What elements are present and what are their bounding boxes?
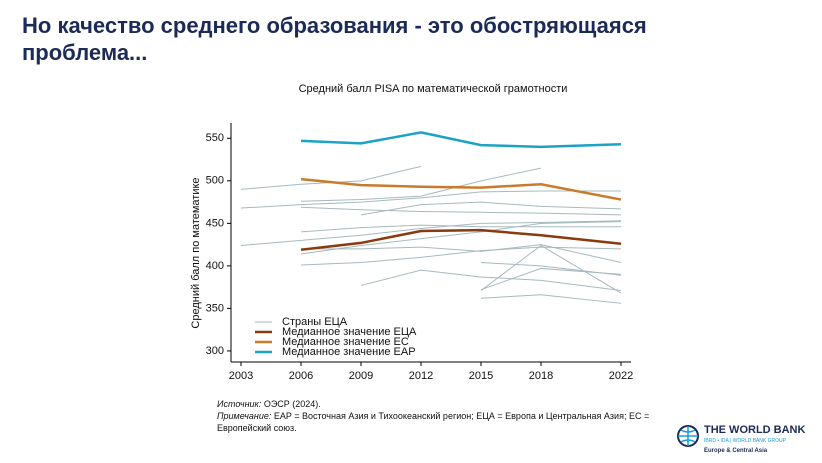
x-tick-label: 2015	[469, 370, 493, 382]
y-axis-label: Средний балл по математике	[190, 177, 202, 328]
y-tick-label: 450	[206, 217, 224, 229]
logo-region: Europe & Central Asia	[704, 448, 768, 454]
x-tick-label: 2003	[229, 370, 253, 382]
country-line	[480, 261, 622, 276]
country-line	[240, 220, 622, 246]
country-line	[480, 267, 622, 291]
source-label: Источник:	[217, 399, 262, 409]
logo-group: IBRD • IDA | WORLD BANK GROUP	[704, 438, 786, 444]
country-line	[360, 269, 622, 292]
y-tick-label: 400	[206, 260, 224, 272]
legend-label: Медианное значение EAP	[282, 346, 416, 358]
country-line	[300, 221, 622, 255]
x-tick-label: 2018	[529, 370, 553, 382]
legend-label: Медианное значение ЕС	[282, 336, 409, 348]
country-line	[480, 294, 622, 304]
x-tick-label: 2006	[289, 370, 313, 382]
country-line	[480, 244, 622, 294]
source-text: ОЭСР (2024).	[261, 399, 321, 409]
y-tick-label: 300	[206, 345, 224, 357]
median-line	[300, 228, 622, 251]
legend-label: Медианное значение ЕЦА	[282, 326, 417, 338]
median-line	[300, 177, 622, 201]
legend-label: Страны ЕЦА	[282, 316, 348, 328]
x-tick-label: 2022	[609, 370, 633, 382]
note-label: Примечание:	[217, 411, 272, 421]
y-tick-label: 550	[206, 132, 224, 144]
chart-title: Средний балл PISA по математической грам…	[299, 83, 568, 95]
note: Примечание: EAP = Восточная Азия и Тихоо…	[217, 410, 667, 434]
logo-name: THE WORLD BANK	[704, 424, 806, 436]
x-tick-label: 2009	[349, 370, 373, 382]
country-line	[301, 244, 622, 263]
logo-globe	[677, 425, 699, 447]
slide-title: Но качество среднего образования - это о…	[22, 13, 647, 65]
y-tick-label: 500	[206, 175, 224, 187]
country-line	[300, 224, 621, 233]
country-line	[360, 201, 622, 216]
country-line	[300, 206, 622, 216]
median-line	[300, 131, 622, 149]
x-tick-label: 2012	[409, 370, 433, 382]
y-tick-label: 350	[206, 302, 224, 314]
notes: Источник: ОЭСР (2024). Примечание: EAP =…	[217, 398, 667, 434]
note-text: EAP = Восточная Азия и Тихоокеанский рег…	[217, 411, 650, 433]
country-line	[300, 167, 542, 202]
source: Источник: ОЭСР (2024).	[217, 398, 667, 410]
country-line	[240, 190, 621, 209]
